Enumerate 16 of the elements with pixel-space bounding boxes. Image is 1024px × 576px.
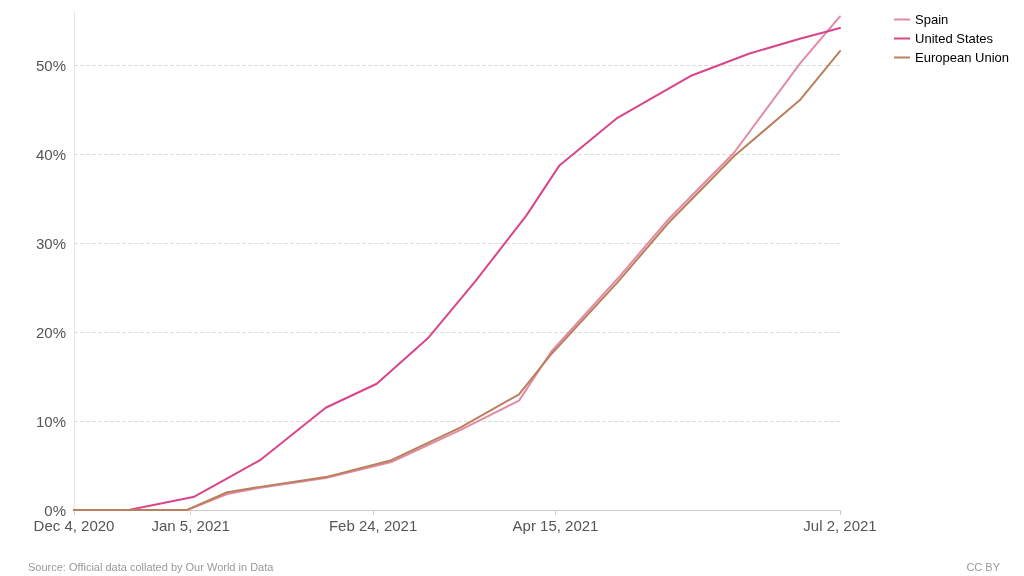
y-tick-label: 40% [35,145,66,163]
source-note: Source: Official data collated by Our World in Data [28,560,275,573]
y-tick-label: 30% [35,234,66,252]
x-tick-label: Jan 5, 2021 [151,517,230,534]
legend-label: Spain [915,12,949,27]
legend-label: United States [915,31,994,46]
y-tick-label: 20% [35,323,66,341]
x-tick-label: Dec 4, 2020 [33,517,115,534]
y-tick-label: 50% [35,56,66,74]
y-tick-label: 0% [44,501,66,519]
y-tick-label: 10% [35,412,66,430]
x-tick-label: Feb 24, 2021 [328,517,418,534]
x-tick-label: Jul 2, 2021 [803,517,877,534]
text: CC BY [966,560,1001,573]
x-tick-label: Apr 15, 2021 [512,517,599,534]
legend-label: European Union [915,50,1010,65]
